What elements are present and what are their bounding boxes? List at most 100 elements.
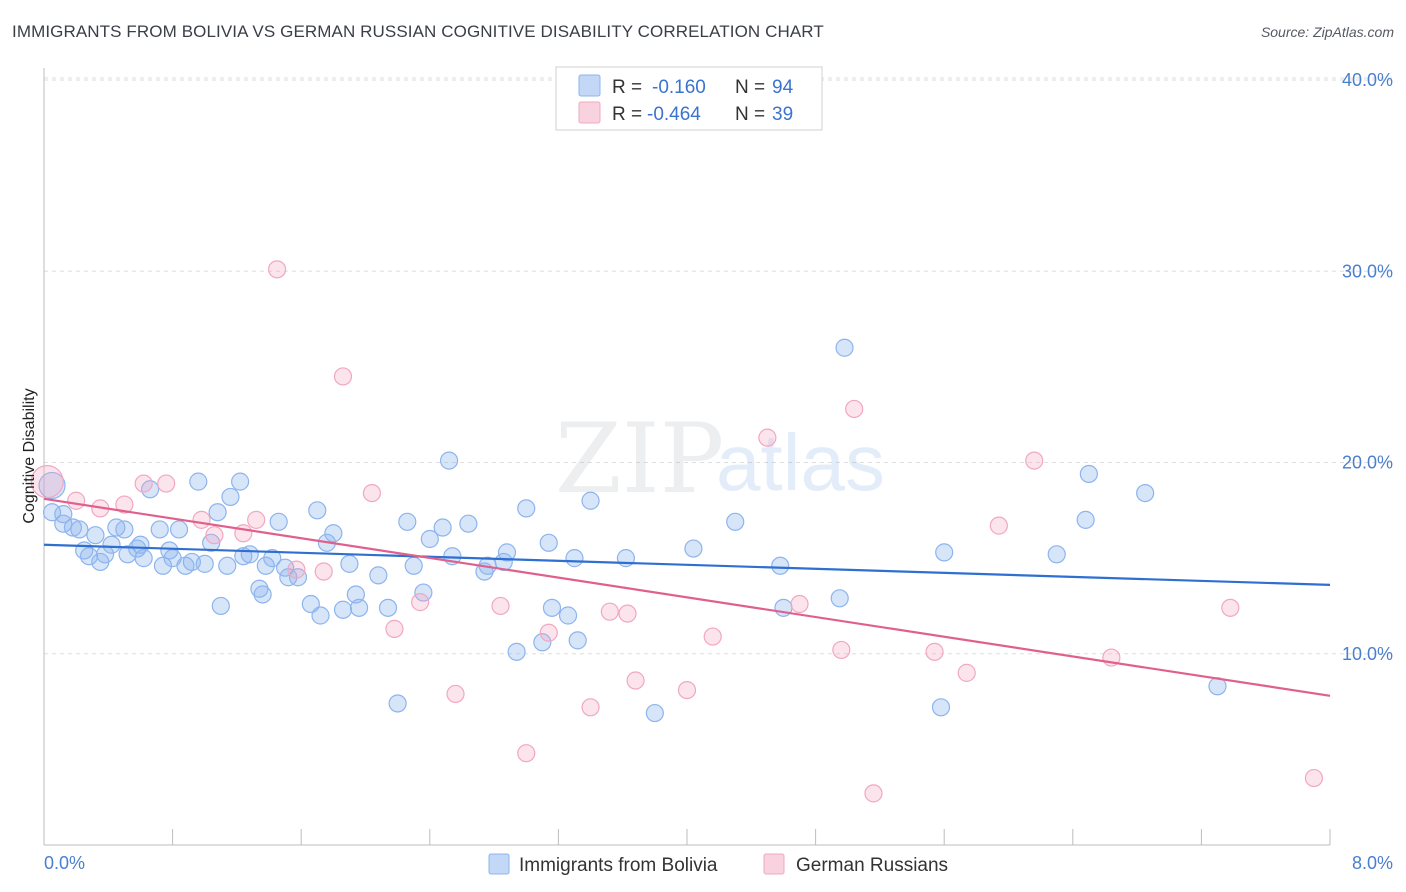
data-point xyxy=(989,516,1008,535)
data-point xyxy=(645,703,664,723)
data-point xyxy=(600,602,619,621)
legend-n-value-bolivia: 94 xyxy=(772,77,794,98)
data-point xyxy=(253,585,272,604)
data-point xyxy=(115,520,134,539)
data-point xyxy=(758,428,777,447)
data-point xyxy=(832,640,851,660)
data-point xyxy=(311,606,330,625)
data-point xyxy=(491,596,510,616)
data-point xyxy=(346,585,365,604)
trend-line-german-russians xyxy=(43,497,1331,697)
series-german-russians-points xyxy=(30,260,1324,803)
data-point xyxy=(385,619,404,638)
data-point xyxy=(1025,451,1044,470)
data-point xyxy=(497,543,517,562)
trend-lines xyxy=(43,497,1331,697)
data-point xyxy=(67,491,86,510)
data-point xyxy=(420,529,439,549)
data-point xyxy=(269,512,288,531)
legend-swatch-bolivia xyxy=(578,74,601,97)
bottom-legend-label-bolivia: Immigrants from Bolivia xyxy=(519,855,718,876)
data-point xyxy=(1047,545,1066,564)
data-point xyxy=(830,589,849,608)
legend-r-label-german-russians: R = xyxy=(612,104,642,125)
data-point xyxy=(134,549,153,568)
data-point xyxy=(565,549,584,568)
legend-r-value-german-russians: -0.464 xyxy=(647,104,701,125)
legend-r-label-bolivia: R = xyxy=(612,77,642,98)
data-point xyxy=(581,491,600,510)
data-point xyxy=(539,623,558,642)
data-point xyxy=(845,399,864,419)
legend-swatch-german-russians xyxy=(578,101,601,124)
legend-n-label-german-russians: N = xyxy=(735,104,765,125)
y-tick-label: 30.0% xyxy=(1342,261,1393,281)
data-point xyxy=(388,694,407,713)
data-point xyxy=(533,633,552,652)
gridlines xyxy=(44,77,1393,655)
data-point xyxy=(250,579,269,598)
data-point xyxy=(703,627,722,646)
bottom-legend-swatch-german-russians xyxy=(763,853,785,875)
data-point xyxy=(726,512,745,531)
trend-line-bolivia xyxy=(43,543,1331,586)
data-point xyxy=(414,583,433,602)
data-point xyxy=(63,518,83,537)
data-point xyxy=(771,556,790,575)
y-tick-label: 10.0% xyxy=(1342,644,1393,664)
y-tick-label: 40.0% xyxy=(1342,70,1393,90)
data-point xyxy=(287,560,306,579)
data-point xyxy=(333,367,353,386)
data-point xyxy=(1304,768,1324,788)
data-point xyxy=(134,474,153,493)
data-point xyxy=(517,499,536,518)
data-point xyxy=(925,642,944,661)
data-point xyxy=(1079,464,1098,484)
y-tick-labels: 10.0% 20.0% 30.0% 40.0% xyxy=(1342,70,1393,664)
data-point xyxy=(411,593,430,612)
data-point xyxy=(677,680,697,700)
data-point xyxy=(1136,484,1155,503)
data-point xyxy=(231,472,250,491)
data-point xyxy=(195,554,214,573)
data-point xyxy=(404,556,423,575)
data-point xyxy=(558,606,578,625)
data-point xyxy=(507,642,526,661)
data-point xyxy=(684,539,703,558)
data-point xyxy=(398,512,417,531)
data-point xyxy=(618,604,637,623)
data-point xyxy=(935,543,954,562)
data-point xyxy=(581,698,600,717)
series-legend: Immigrants from Bolivia German Russians xyxy=(488,853,948,876)
data-point xyxy=(446,684,465,704)
data-point xyxy=(153,556,173,575)
data-point xyxy=(115,495,134,514)
bottom-legend-swatch-bolivia xyxy=(488,853,510,875)
bottom-legend-label-german-russians: German Russians xyxy=(796,855,948,876)
watermark: ZIP atlas xyxy=(555,403,885,515)
data-point xyxy=(131,535,150,554)
data-point xyxy=(234,524,253,543)
data-point xyxy=(494,552,513,572)
stats-legend: R = -0.160 N = 94 R = -0.464 N = 39 xyxy=(555,66,823,131)
y-axis-title: Cognitive Disability xyxy=(21,388,38,523)
data-point xyxy=(864,784,883,803)
watermark-zip: ZIP xyxy=(555,403,724,515)
data-point xyxy=(70,520,89,539)
data-point xyxy=(267,260,287,279)
data-point xyxy=(349,598,369,617)
chart-title: IMMIGRANTS FROM BOLIVIA VS GERMAN RUSSIA… xyxy=(12,22,824,41)
data-point xyxy=(931,698,951,717)
data-point xyxy=(240,545,259,564)
data-point xyxy=(362,484,382,503)
data-point xyxy=(433,518,452,537)
legend-n-value-german-russians: 39 xyxy=(772,104,793,125)
data-point xyxy=(835,338,854,357)
data-point xyxy=(221,487,240,507)
data-point xyxy=(542,598,562,617)
legend-r-value-bolivia: -0.160 xyxy=(652,77,706,98)
data-point xyxy=(1076,510,1095,529)
data-point xyxy=(54,514,73,533)
data-point xyxy=(102,535,121,554)
